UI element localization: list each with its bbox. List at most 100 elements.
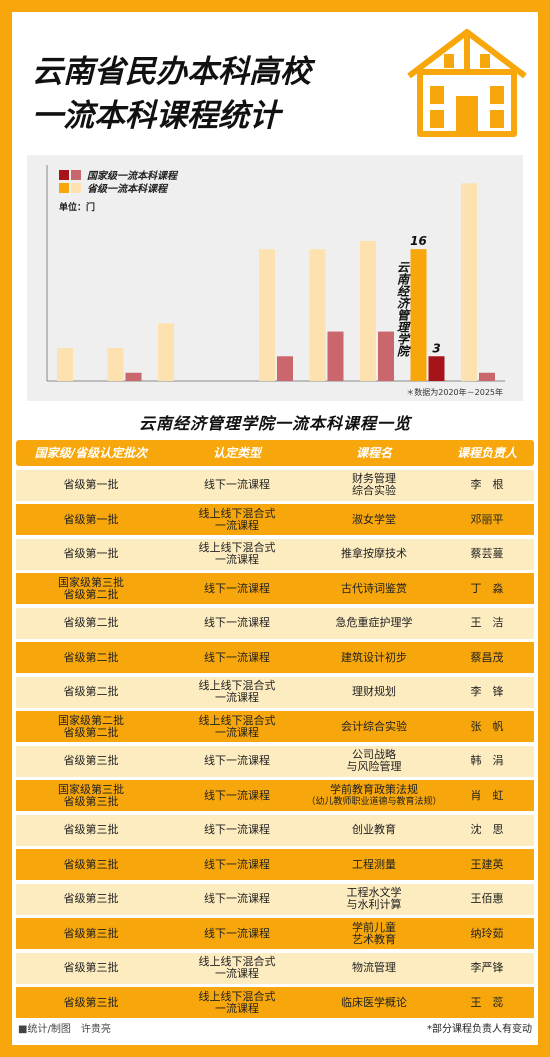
bar-provincial bbox=[57, 348, 73, 381]
cell-course: 会计综合实验 bbox=[308, 711, 440, 742]
cell-lead: 李 锋 bbox=[470, 685, 504, 698]
cell-lead: 张 帆 bbox=[470, 719, 504, 733]
legend-provincial-label: 省级一流本科课程 bbox=[87, 183, 169, 195]
cell-type: 线下一流课程 bbox=[166, 642, 308, 673]
cell-course-line: 与水利计算 bbox=[346, 898, 402, 911]
cell-batch: 省级第三批 bbox=[16, 746, 166, 777]
cell-course-line: （幼儿教师职业道德与教育法规） bbox=[306, 796, 442, 807]
cell-type-line: 一流课程 bbox=[215, 553, 259, 566]
bar-group bbox=[57, 183, 495, 381]
bar-national bbox=[479, 372, 495, 381]
cell-batch: 省级第一批 bbox=[16, 539, 166, 570]
legend-national-label: 国家级一流本科课程 bbox=[87, 170, 179, 182]
table-row: 省级第二批 线下一流课程 急危重症护理学 王 洁 bbox=[16, 607, 534, 639]
cell-type-line: 线下一流课程 bbox=[204, 857, 270, 871]
cell-course-line: 艺术教育 bbox=[352, 932, 396, 946]
table-header: 国家级/省级认定批次 认定类型 课程名 课程负责人 bbox=[16, 440, 534, 466]
cell-type-line: 线下一流课程 bbox=[204, 650, 270, 664]
chart-panel: 国家级一流本科课程 省级一流本科课程 单位：门 16 3 云南经济管理学院 ＊数… bbox=[27, 155, 523, 401]
cell-type: 线下一流课程 bbox=[166, 780, 308, 811]
cell-course-line: 古代诗词鉴赏 bbox=[341, 581, 407, 595]
cell-type-line: 一流课程 bbox=[215, 518, 259, 532]
bar-provincial bbox=[158, 323, 174, 381]
cell-batch-line: 国家级第三批 bbox=[58, 782, 124, 796]
cell-batch-line: 省级第二批 bbox=[63, 650, 119, 664]
cell-batch: 省级第一批 bbox=[16, 470, 166, 501]
cell-course-line: 与风险管理 bbox=[346, 760, 402, 773]
table-body: 省级第一批 线下一流课程 财务管理 综合实验李 根省级第一批 线上线下混合式 一流课程 淑女… bbox=[16, 469, 534, 1018]
title-line-2: 一流本科课程统计 bbox=[32, 98, 280, 134]
cell-course: 淑女学堂 bbox=[308, 504, 440, 535]
cell-lead: 沈 思 bbox=[470, 823, 504, 836]
cell-type: 线上线下混合式 一流课程 bbox=[166, 539, 308, 570]
cell-lead: 王 洁 bbox=[470, 616, 504, 629]
cell-type-line: 一流课程 bbox=[215, 725, 259, 739]
cell-batch: 省级第三批 bbox=[16, 918, 166, 949]
cell-batch-line: 省级第二批 bbox=[63, 685, 119, 698]
cell-lead: 蔡芸蔓 bbox=[470, 547, 504, 560]
header-course: 课程名 bbox=[355, 446, 392, 460]
cell-type: 线下一流课程 bbox=[166, 746, 308, 777]
cell-batch: 省级第三批 bbox=[16, 815, 166, 846]
bar-national bbox=[277, 356, 293, 381]
cell-batch: 省级第二批 bbox=[16, 642, 166, 673]
bar-national bbox=[327, 331, 344, 381]
cell-type: 线下一流课程 bbox=[166, 815, 308, 846]
cell-lead: 王 蕊 bbox=[470, 995, 504, 1009]
table-row: 省级第三批 线下一流课程 学前儿童 艺术教育 纳玲茹 bbox=[16, 918, 534, 949]
bar-national bbox=[378, 331, 394, 381]
cell-course: 建筑设计初步 bbox=[308, 642, 440, 673]
cell-course-line: 财务管理 bbox=[352, 472, 396, 485]
cell-lead: 韩 涓 bbox=[470, 754, 504, 767]
cell-type: 线下一流课程 bbox=[166, 884, 308, 915]
cell-batch-line: 省级第三批 bbox=[63, 754, 119, 767]
cell-type: 线上线下混合式 一流课程 bbox=[166, 987, 308, 1018]
cell-course-line: 工程测量 bbox=[352, 857, 396, 871]
cell-course-line: 会计综合实验 bbox=[341, 719, 407, 733]
cell-batch-line: 省级第三批 bbox=[63, 857, 119, 871]
page-title: 云南省民办本科高校 一流本科课程统计 bbox=[32, 50, 311, 138]
cell-batch: 省级第三批 bbox=[16, 987, 166, 1018]
bar-national bbox=[125, 372, 142, 381]
cell-course: 工程水文学 与水利计算 bbox=[308, 884, 440, 915]
cell-type-line: 线上线下混合式 bbox=[198, 506, 276, 520]
cell-course-line: 推拿按摩技术 bbox=[341, 547, 407, 560]
cell-batch-line: 省级第一批 bbox=[63, 547, 119, 560]
bar-national bbox=[428, 356, 445, 381]
cell-course-line: 临床医学概论 bbox=[341, 995, 407, 1009]
cell-course: 学前儿童 艺术教育 bbox=[308, 918, 440, 949]
cell-course-line: 学前教育政策法规 bbox=[330, 782, 418, 796]
table-row: 省级第三批 线下一流课程 工程水文学 与水利计算 王佰惠 bbox=[16, 883, 534, 915]
cell-type: 线下一流课程 bbox=[166, 608, 308, 639]
cell-type: 线下一流课程 bbox=[166, 918, 308, 949]
cell-type-line: 线下一流课程 bbox=[204, 581, 270, 595]
header-lead: 课程负责人 bbox=[456, 446, 517, 460]
table-row: 省级第一批 线下一流课程 财务管理 综合实验 李 根 bbox=[16, 469, 534, 501]
cell-batch-line: 省级第三批 bbox=[63, 961, 119, 974]
header-batch: 国家级/省级认定批次 bbox=[34, 446, 148, 460]
table-row: 省级第一批 线上线下混合式 一流课程 推拿按摩技术 蔡芸蔓 bbox=[16, 538, 534, 570]
cell-batch: 省级第三批 bbox=[16, 884, 166, 915]
cell-type: 线上线下混合式 一流课程 bbox=[166, 711, 308, 742]
cell-course: 财务管理 综合实验 bbox=[308, 470, 440, 501]
cell-batch: 国家级第二批 省级第二批 bbox=[16, 711, 166, 742]
cell-batch-line: 省级第一批 bbox=[63, 478, 119, 491]
poster-card: 云南省民办本科高校 一流本科课程统计 国家级一流本科课程 省级一流 bbox=[12, 12, 538, 1045]
cell-type-line: 线上线下混合式 bbox=[198, 713, 276, 727]
footer-note: *部分课程负责人有变动 bbox=[427, 1024, 532, 1035]
cell-type: 线上线下混合式 一流课程 bbox=[166, 504, 308, 535]
legend-provincial-swatch bbox=[71, 183, 81, 193]
cell-course-line: 创业教育 bbox=[352, 823, 396, 836]
cell-lead: 蔡昌茂 bbox=[470, 650, 504, 664]
cell-type-line: 线下一流课程 bbox=[204, 616, 270, 629]
bar-provincial bbox=[360, 240, 376, 381]
table-row: 国家级第三批 省级第二批 线下一流课程 古代诗词鉴赏 丁 淼 bbox=[16, 573, 534, 604]
cell-course: 推拿按摩技术 bbox=[308, 539, 440, 570]
data-footnote: ＊数据为2020年－2025年 bbox=[406, 387, 503, 397]
cell-batch-line: 省级第三批 bbox=[63, 892, 119, 905]
cell-lead: 王建英 bbox=[470, 857, 504, 871]
cell-lead: 纳玲茹 bbox=[470, 926, 504, 940]
cell-type: 线上线下混合式 一流课程 bbox=[166, 953, 308, 984]
cell-type: 线上线下混合式 一流课程 bbox=[166, 677, 308, 708]
cell-batch: 省级第三批 bbox=[16, 849, 166, 880]
